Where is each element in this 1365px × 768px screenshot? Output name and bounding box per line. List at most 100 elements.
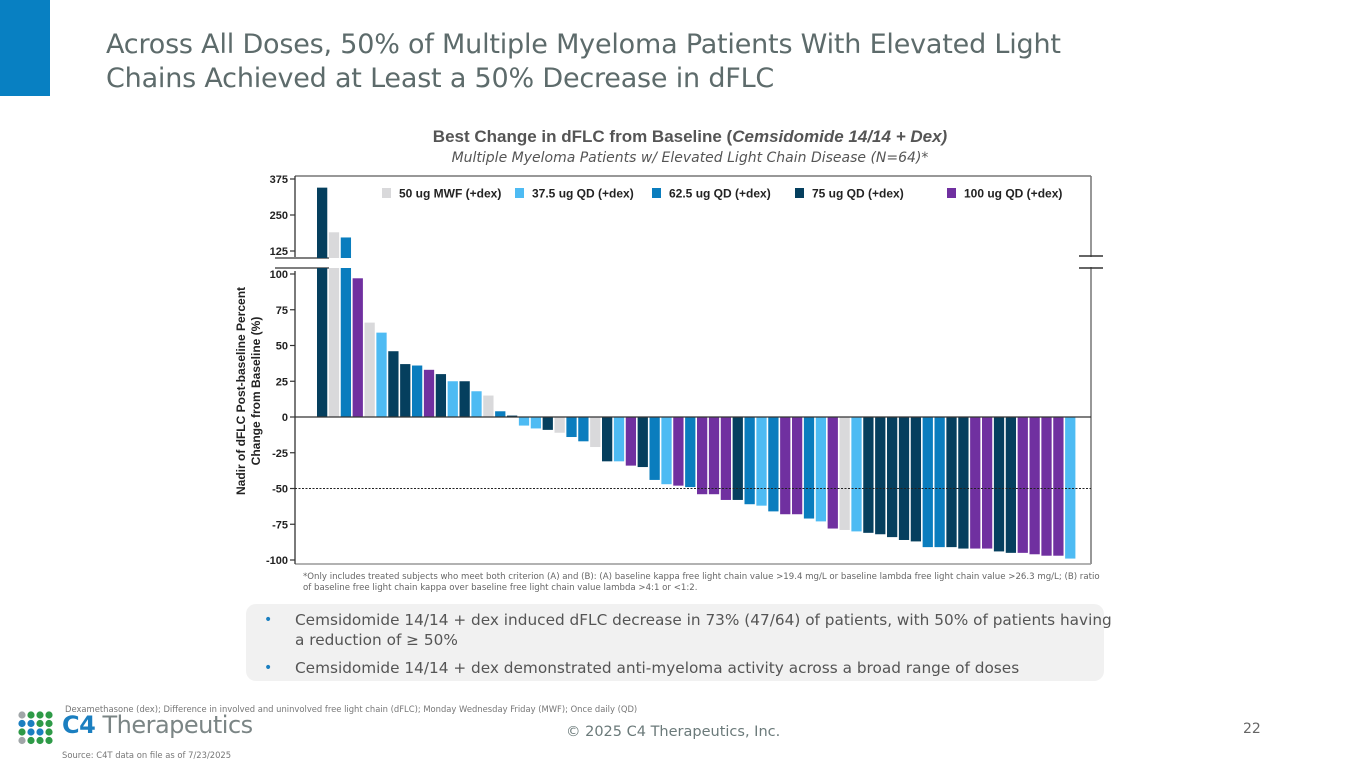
chart-title-plain: Best Change in dFLC from Baseline ( bbox=[432, 127, 733, 146]
bar-qd100 bbox=[673, 417, 684, 486]
y-tick-label: 375 bbox=[270, 174, 288, 186]
legend-label-mwf50: 50 ug MWF (+dex) bbox=[399, 187, 501, 201]
dot-grid-logo-icon bbox=[18, 711, 53, 745]
legend-swatch-qd100 bbox=[947, 188, 956, 198]
source-note: Source: C4T data on file as of 7/23/2025 bbox=[62, 750, 232, 760]
logo-dot bbox=[36, 736, 44, 745]
bullet-dot-icon: • bbox=[264, 660, 273, 676]
y-axis-label-line-1: Nadir of dFLC Post-baseline Percent bbox=[234, 287, 248, 495]
bar-qd100 bbox=[708, 417, 720, 495]
bar-qd100 bbox=[970, 417, 981, 549]
bar-qd75 bbox=[602, 417, 613, 462]
logo-wordmark: C4 Therapeutics bbox=[62, 710, 253, 740]
bar-qd62 bbox=[768, 417, 779, 512]
y-tick-label: 250 bbox=[270, 210, 288, 222]
bar-qd75 bbox=[863, 417, 874, 533]
y-tick-label: -50 bbox=[272, 484, 288, 496]
bar-qd37 bbox=[376, 332, 387, 417]
bar-qd100 bbox=[1041, 417, 1052, 556]
chart-footnote: *Only includes treated subjects who meet… bbox=[303, 572, 1100, 593]
bar-qd62 bbox=[922, 417, 933, 548]
chart-title-italic: Cemsidomide 14/14 + Dex) bbox=[732, 127, 948, 146]
bar-qd75 bbox=[507, 415, 518, 417]
logo-wordmark-name: Therapeutics bbox=[95, 711, 253, 739]
y-tick-label: 25 bbox=[276, 376, 288, 388]
y-tick-label: -25 bbox=[272, 448, 288, 460]
key-findings-box: • Cemsidomide 14/14 + dex induced dFLC d… bbox=[246, 604, 1112, 681]
bars-group bbox=[317, 187, 1076, 559]
copyright-notice: © 2025 C4 Therapeutics, Inc. bbox=[566, 724, 781, 740]
bar-upper-qd75 bbox=[317, 187, 328, 258]
slide-title: Across All Doses, 50% of Multiple Myelom… bbox=[106, 28, 1256, 96]
legend-swatch-qd37 bbox=[515, 188, 524, 198]
logo-dot bbox=[27, 711, 35, 719]
slide-title-line-1: Across All Doses, 50% of Multiple Myelom… bbox=[106, 29, 1061, 60]
bar-qd62 bbox=[566, 417, 577, 438]
y-tick-label: -100 bbox=[266, 555, 288, 567]
y-tick-label: -75 bbox=[272, 519, 288, 531]
bar-qd37 bbox=[518, 417, 530, 426]
bullet-dot-icon: • bbox=[264, 612, 273, 628]
bar-qd75 bbox=[958, 417, 969, 549]
bar-mwf50 bbox=[483, 395, 494, 417]
bar-qd37 bbox=[447, 381, 458, 417]
chart-legend: 50 ug MWF (+dex) 37.5 ug QD (+dex) 62.5 ug… bbox=[382, 187, 1062, 201]
bar-qd75 bbox=[400, 364, 411, 417]
bar-qd100 bbox=[697, 417, 708, 495]
logo-dot bbox=[36, 728, 44, 736]
bar-qd62 bbox=[412, 365, 423, 417]
bar-qd75 bbox=[542, 417, 553, 430]
bar-qd100 bbox=[1029, 417, 1040, 555]
bar-qd100 bbox=[1053, 417, 1064, 556]
bar-qd37 bbox=[851, 417, 862, 532]
bar-qd75 bbox=[910, 417, 922, 542]
logo-dot bbox=[18, 736, 26, 745]
slide-title-line-2: Chains Achieved at Least a 50% Decrease … bbox=[106, 63, 775, 94]
bar-mwf50 bbox=[839, 417, 850, 530]
legend-label-qd37: 37.5 ug QD (+dex) bbox=[532, 187, 634, 201]
bar-qd37 bbox=[815, 417, 827, 522]
y-tick-label: 125 bbox=[270, 246, 288, 258]
bar-qd75 bbox=[317, 268, 328, 417]
logo-dot bbox=[45, 719, 53, 728]
bar-qd100 bbox=[982, 417, 993, 549]
legend-label-qd75: 75 ug QD (+dex) bbox=[812, 187, 904, 201]
bar-qd75 bbox=[732, 417, 743, 500]
logo-dot bbox=[18, 711, 26, 719]
logo-dot bbox=[27, 736, 35, 745]
logo-dot bbox=[45, 711, 53, 719]
bar-qd75 bbox=[459, 381, 470, 417]
bar-qd100 bbox=[352, 278, 363, 417]
bullet-item: • Cemsidomide 14/14 + dex induced dFLC d… bbox=[264, 610, 1115, 650]
bar-qd62 bbox=[685, 417, 696, 488]
bar-qd62 bbox=[649, 417, 660, 480]
bullet-text: Cemsidomide 14/14 + dex induced dFLC dec… bbox=[295, 611, 1112, 649]
bar-qd100 bbox=[720, 417, 732, 500]
bar-qd37 bbox=[530, 417, 542, 429]
bar-qd37 bbox=[613, 417, 625, 462]
logo-dot bbox=[18, 728, 26, 736]
legend-label-qd100: 100 ug QD (+dex) bbox=[964, 187, 1062, 201]
bar-qd62 bbox=[934, 417, 945, 548]
logo-dot bbox=[45, 728, 53, 736]
bullet-item: • Cemsidomide 14/14 + dex demonstrated a… bbox=[264, 658, 1115, 678]
bar-qd37 bbox=[471, 391, 482, 417]
y-tick-label: 75 bbox=[276, 305, 288, 317]
bar-qd75 bbox=[993, 417, 1005, 552]
logo-dot bbox=[27, 728, 35, 736]
bar-upper-qd62 bbox=[340, 237, 352, 258]
logo-wordmark-c4: C4 bbox=[62, 711, 96, 739]
logo-dot bbox=[36, 711, 44, 719]
bar-qd75 bbox=[435, 374, 447, 417]
bar-qd75 bbox=[1005, 417, 1017, 553]
bar-qd100 bbox=[625, 417, 637, 466]
y-axis-label-line-2: Change from Baseline (%) bbox=[249, 317, 263, 466]
bar-qd37 bbox=[661, 417, 672, 485]
bar-qd100 bbox=[792, 417, 803, 515]
bar-upper-mwf50 bbox=[328, 232, 340, 258]
company-logo: C4 Therapeutics bbox=[17, 710, 257, 746]
bar-qd62 bbox=[803, 417, 815, 519]
legend-swatch-mwf50 bbox=[382, 188, 391, 198]
legend-label-qd62: 62.5 ug QD (+dex) bbox=[669, 187, 771, 201]
